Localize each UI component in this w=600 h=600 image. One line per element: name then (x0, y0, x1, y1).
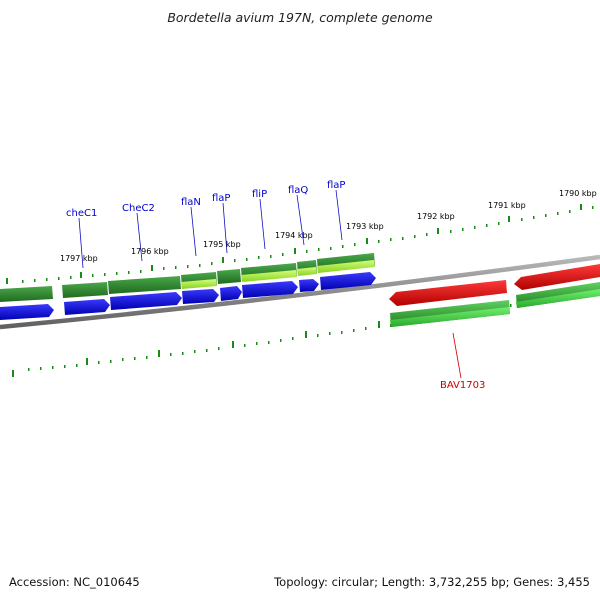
gene-feature[interactable] (0, 286, 53, 302)
gene-label[interactable]: flaP (327, 180, 345, 191)
scale-label: 1795 kbp (203, 240, 241, 249)
gene-label[interactable]: CheC2 (122, 203, 155, 214)
gene-label-highlight[interactable]: BAV1703 (440, 380, 485, 391)
cds-arrow[interactable] (242, 281, 298, 298)
scale-label: 1797 kbp (60, 254, 98, 263)
scale-label: 1791 kbp (488, 201, 526, 210)
forward-gene-highlight (181, 260, 375, 289)
cds-arrow[interactable] (182, 289, 219, 304)
cds-arrow[interactable] (0, 304, 54, 320)
gene-feature[interactable] (62, 282, 108, 298)
scale-label: 1796 kbp (131, 247, 169, 256)
gene-label[interactable]: flaN (181, 197, 201, 208)
scale-labels: 1797 kbp 1796 kbp 1795 kbp 1794 kbp 1793… (60, 189, 597, 263)
reverse-cds-track (389, 264, 600, 306)
gene-label[interactable]: flaP (212, 193, 230, 204)
scale-label: 1790 kbp (559, 189, 597, 198)
cds-arrow[interactable] (320, 272, 376, 290)
outer-tick-track (6, 204, 594, 284)
cds-arrow[interactable] (299, 279, 319, 292)
gene-feature[interactable] (217, 269, 241, 284)
gene-feature[interactable] (108, 276, 181, 294)
cds-arrow[interactable] (220, 286, 242, 301)
accession-text: Accession: NC_010645 (9, 575, 140, 589)
genome-backbone (0, 254, 600, 330)
gene-label[interactable]: fliP (252, 189, 267, 200)
cds-arrow[interactable] (514, 264, 600, 290)
gene-labels: cheC1 CheC2 flaN flaP fliP flaQ flaP (66, 180, 345, 219)
genome-summary-text: Topology: circular; Length: 3,732,255 bp… (274, 575, 590, 589)
cds-arrow[interactable] (64, 299, 110, 315)
map-title: Bordetella avium 197N, complete genome (167, 10, 433, 25)
label-leader-line (452, 332, 462, 379)
gene-label[interactable]: flaQ (288, 185, 308, 196)
scale-label: 1792 kbp (417, 212, 455, 221)
scale-label: 1794 kbp (275, 231, 313, 240)
reverse-gene-track (390, 282, 600, 327)
scale-label: 1793 kbp (346, 222, 384, 231)
cds-arrow[interactable] (110, 292, 182, 310)
label-leader-lines (78, 189, 343, 269)
inner-tick-track (12, 285, 595, 377)
forward-cds-track (0, 272, 376, 320)
cds-arrow[interactable] (389, 280, 507, 306)
gene-label[interactable]: cheC1 (66, 208, 97, 219)
